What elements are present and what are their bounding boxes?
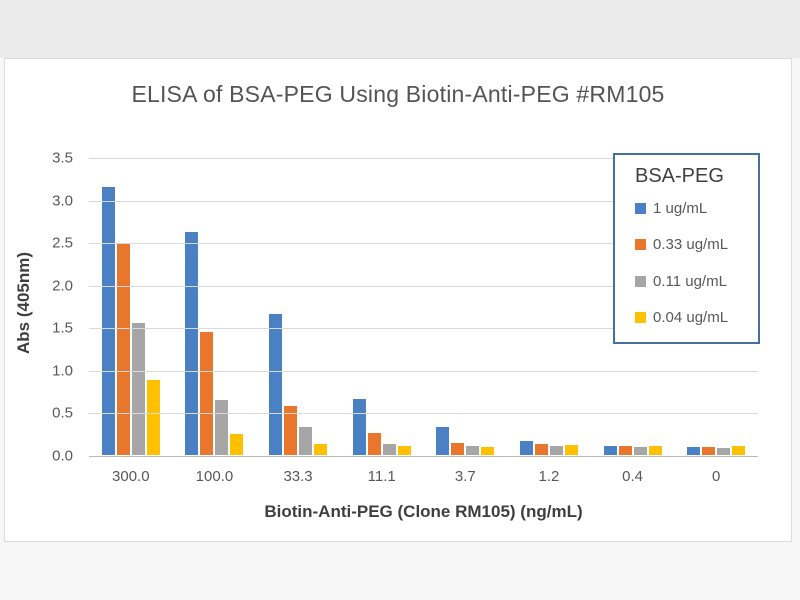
- legend-entry: 0.11 ug/mL: [635, 273, 758, 290]
- bar: [549, 446, 563, 455]
- legend-swatch-icon: [635, 202, 646, 214]
- legend-title: BSA-PEG: [635, 165, 724, 187]
- bar: [116, 244, 130, 455]
- legend-entries: 1 ug/mL 0.33 ug/mL 0.11 ug/mL 0.04 ug/mL: [635, 190, 758, 336]
- legend-label: 0.11 ug/mL: [653, 272, 727, 290]
- bar-group: [507, 157, 591, 455]
- bar: [519, 441, 533, 455]
- bar: [451, 443, 465, 455]
- bar: [466, 446, 480, 455]
- x-tick-label: 300.0: [112, 468, 150, 485]
- legend-label: 0.33 ug/mL: [653, 236, 729, 254]
- bar: [717, 448, 731, 455]
- gridline: [89, 200, 758, 202]
- x-tick-label: 33.3: [283, 468, 313, 485]
- y-axis-tick-labels: 0.0 0.5 1.0 1.5 2.0 2.5 3.0 3.5: [5, 150, 81, 465]
- y-tick-label: 0.0: [52, 447, 73, 465]
- x-tick-label: 0.4: [622, 468, 643, 485]
- bar-group: [173, 157, 257, 455]
- legend-entry: 0.04 ug/mL: [635, 309, 758, 326]
- bar: [101, 187, 115, 455]
- x-tick-label: 1.2: [538, 468, 560, 485]
- bar: [633, 447, 647, 455]
- legend: BSA-PEG 1 ug/mL 0.33 ug/mL 0.11 ug/mL 0.04 …: [613, 153, 760, 344]
- bar: [215, 400, 229, 455]
- bar-group: [256, 157, 340, 455]
- bar: [702, 447, 716, 455]
- bar: [146, 380, 160, 455]
- y-tick-label: 2.5: [52, 234, 73, 252]
- bar: [534, 444, 548, 455]
- bar-group: [340, 157, 424, 455]
- x-tick-label: 0: [712, 468, 721, 485]
- bar: [436, 427, 450, 455]
- bar-group: [591, 157, 675, 455]
- gridline: [89, 243, 758, 245]
- bar: [481, 447, 495, 455]
- x-axis-title: Biotin-Anti-PEG (Clone RM105) (ng/mL): [264, 502, 583, 521]
- legend-swatch-icon: [635, 239, 646, 251]
- x-tick-label: 3.7: [454, 468, 476, 485]
- bar: [131, 323, 145, 455]
- bar: [564, 445, 578, 455]
- bar: [618, 446, 632, 455]
- gridline: [89, 158, 758, 159]
- bar: [314, 444, 328, 455]
- y-tick-label: 3.0: [52, 192, 73, 210]
- bar: [648, 446, 662, 455]
- bar: [603, 446, 617, 455]
- legend-entry: 0.33 ug/mL: [635, 236, 758, 253]
- bar: [299, 427, 313, 455]
- bar: [687, 447, 701, 455]
- gridline: [89, 328, 758, 330]
- gridline: [89, 413, 758, 415]
- bar: [269, 314, 283, 455]
- bar: [230, 434, 244, 455]
- bar: [185, 232, 199, 455]
- bar: [352, 399, 366, 455]
- legend-label: 0.04 ug/mL: [653, 309, 729, 327]
- page-top-strip: [0, 0, 800, 58]
- bar-group: [424, 157, 508, 455]
- plot-area: [89, 157, 758, 457]
- legend-label: 1 ug/mL: [653, 199, 708, 217]
- legend-swatch-icon: [635, 275, 646, 287]
- y-tick-label: 1.5: [52, 319, 73, 337]
- bar: [200, 332, 214, 455]
- x-tick-label: 11.1: [367, 468, 396, 485]
- bar-group: [674, 157, 758, 455]
- chart-panel: ELISA of BSA-PEG Using Biotin-Anti-PEG #…: [4, 58, 792, 542]
- y-tick-label: 3.5: [52, 149, 73, 167]
- gridline: [89, 370, 758, 372]
- bar: [732, 446, 746, 455]
- y-tick-label: 1.0: [52, 362, 73, 380]
- gridline: [89, 456, 758, 457]
- y-tick-label: 0.5: [52, 404, 73, 422]
- y-tick-label: 2.0: [52, 277, 73, 295]
- bar-group: [89, 157, 173, 455]
- legend-entry: 1 ug/mL: [635, 200, 758, 217]
- x-axis-tick-labels: 300.0 100.0 33.3 11.1 3.7 1.2 0.4 0: [89, 468, 758, 485]
- bar: [397, 446, 411, 455]
- bar: [367, 433, 381, 455]
- x-tick-label: 100.0: [195, 468, 234, 485]
- bar-groups: [89, 157, 758, 455]
- legend-swatch-icon: [635, 312, 646, 324]
- bar: [382, 444, 396, 455]
- chart-title: ELISA of BSA-PEG Using Biotin-Anti-PEG #…: [131, 81, 665, 107]
- gridline: [89, 285, 758, 287]
- bar: [284, 406, 298, 455]
